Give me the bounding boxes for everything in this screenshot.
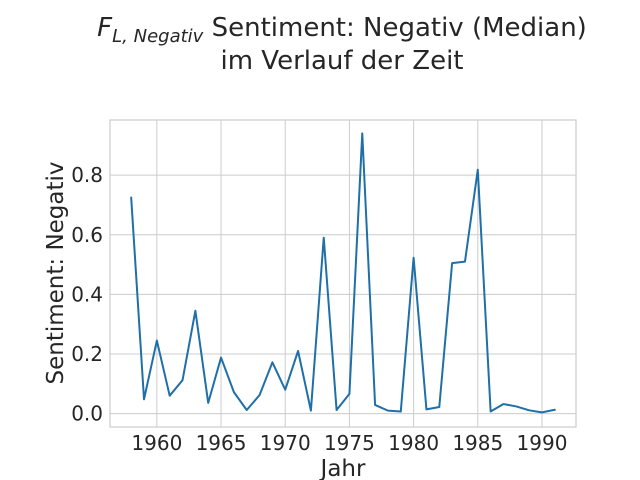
title-symbol: F — [97, 13, 113, 43]
x-tick-label: 1985 — [452, 431, 503, 455]
y-tick-label: 0.4 — [71, 282, 103, 306]
title-text: Sentiment: Negativ (Median) — [203, 13, 587, 43]
y-tick-label: 0.8 — [71, 163, 103, 187]
y-tick-labels: 0.0 0.2 0.4 0.6 0.8 — [71, 163, 103, 425]
y-axis-label: Sentiment: Negativ — [43, 161, 69, 384]
y-tick-label: 0.6 — [71, 223, 103, 247]
series-group — [130, 132, 556, 414]
plot-frame — [109, 119, 577, 428]
grid — [110, 120, 576, 427]
x-tick-label: 1990 — [517, 431, 568, 455]
title-symbol-subscript: L, Negativ — [112, 26, 204, 47]
x-tick-label: 1965 — [196, 431, 247, 455]
x-tick-labels: 1960 1965 1970 1975 1980 1985 1990 — [131, 431, 567, 455]
x-tick-label: 1975 — [324, 431, 375, 455]
series-line — [130, 132, 556, 414]
x-tick-label: 1960 — [131, 431, 182, 455]
x-tick-label: 1980 — [388, 431, 439, 455]
x-axis-label: Jahr — [319, 456, 366, 480]
chart-title-line-1: FL, Negativ Sentiment: Negativ (Median) — [97, 13, 587, 47]
chart-title-line-2: im Verlauf der Zeit — [220, 46, 463, 76]
x-tick-label: 1970 — [260, 431, 311, 455]
y-tick-label: 0.2 — [71, 342, 103, 366]
y-tick-label: 0.0 — [71, 402, 103, 426]
